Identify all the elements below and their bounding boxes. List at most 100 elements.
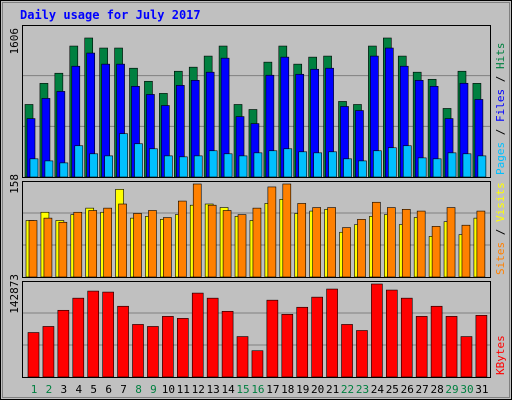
x-tick-label: 4 bbox=[75, 383, 82, 396]
bar bbox=[388, 147, 397, 178]
x-tick-label: 30 bbox=[460, 383, 473, 396]
bar bbox=[74, 145, 84, 178]
bar bbox=[432, 158, 442, 178]
bar bbox=[28, 220, 38, 278]
x-tick-label: 26 bbox=[401, 383, 414, 396]
x-tick-label: 3 bbox=[61, 383, 68, 396]
x-tick-label: 28 bbox=[430, 383, 443, 396]
y-tick-label: 158 bbox=[8, 174, 21, 194]
bar bbox=[475, 315, 488, 378]
legend-separator: / bbox=[494, 69, 507, 89]
x-tick-label: 17 bbox=[266, 383, 279, 396]
legend-separator: / bbox=[494, 222, 507, 242]
bar bbox=[267, 186, 277, 278]
bar bbox=[148, 210, 157, 278]
chart-title: Daily usage for July 2017 bbox=[20, 8, 201, 22]
bar bbox=[296, 306, 309, 378]
x-tick-label: 21 bbox=[326, 383, 339, 396]
x-tick-label: 27 bbox=[416, 383, 429, 396]
x-tick-label: 9 bbox=[150, 383, 157, 396]
bar bbox=[102, 291, 114, 378]
bar bbox=[191, 292, 204, 378]
bar bbox=[132, 324, 144, 378]
x-tick-label: 23 bbox=[356, 383, 369, 396]
bar bbox=[266, 299, 279, 378]
bar bbox=[327, 207, 336, 278]
bar bbox=[58, 221, 68, 278]
bar bbox=[43, 217, 53, 278]
x-tick-label: 8 bbox=[135, 383, 142, 396]
bar bbox=[372, 201, 381, 278]
bar bbox=[89, 153, 99, 178]
bar bbox=[87, 290, 100, 378]
bar bbox=[312, 207, 321, 278]
x-tick-label: 2 bbox=[46, 383, 53, 396]
bar bbox=[298, 151, 308, 178]
legend-entry: Pages bbox=[494, 142, 507, 175]
bar bbox=[297, 203, 307, 278]
legend-entry: KBytes bbox=[494, 335, 507, 375]
bar bbox=[149, 148, 158, 178]
bar bbox=[238, 155, 248, 178]
bar bbox=[222, 210, 232, 278]
bar bbox=[358, 160, 367, 178]
bar bbox=[402, 145, 412, 178]
legend: Sites / Visits bbox=[494, 182, 507, 275]
bar bbox=[57, 309, 70, 378]
bar bbox=[343, 158, 352, 178]
bar bbox=[162, 316, 174, 378]
x-tick-label: 18 bbox=[281, 383, 294, 396]
bar bbox=[88, 210, 98, 278]
bar bbox=[119, 133, 128, 178]
bar bbox=[401, 209, 411, 278]
bar bbox=[236, 336, 249, 378]
bar bbox=[416, 210, 426, 278]
bar bbox=[118, 203, 127, 278]
x-tick-label: 24 bbox=[371, 383, 385, 396]
bar bbox=[104, 155, 113, 178]
bar bbox=[268, 150, 278, 178]
bar bbox=[179, 156, 188, 178]
x-tick-label: 6 bbox=[105, 383, 112, 396]
bar bbox=[417, 157, 427, 178]
x-tick-label: 7 bbox=[120, 383, 127, 396]
bar bbox=[193, 155, 203, 178]
bar bbox=[44, 160, 54, 178]
legend-entry: Hits bbox=[494, 43, 507, 70]
bar bbox=[415, 316, 428, 378]
bar bbox=[446, 207, 456, 278]
x-tick-label: 20 bbox=[311, 383, 324, 396]
bar bbox=[342, 227, 351, 278]
bar bbox=[252, 207, 262, 278]
bar bbox=[103, 207, 112, 278]
bar bbox=[341, 324, 353, 378]
bar bbox=[311, 296, 323, 378]
bar bbox=[163, 217, 172, 278]
bar bbox=[147, 326, 159, 378]
x-tick-label: 22 bbox=[341, 383, 354, 396]
bar bbox=[73, 211, 83, 278]
bar bbox=[59, 162, 69, 178]
x-tick-label: 29 bbox=[445, 383, 458, 396]
bar bbox=[431, 226, 441, 278]
bar bbox=[253, 152, 263, 178]
bar bbox=[208, 150, 218, 178]
bar bbox=[326, 288, 338, 378]
bar bbox=[281, 314, 294, 378]
bar bbox=[42, 326, 55, 378]
x-tick-label: 16 bbox=[251, 383, 264, 396]
x-tick-label: 25 bbox=[386, 383, 399, 396]
y-tick-label: 1606 bbox=[8, 28, 21, 55]
bar bbox=[356, 330, 368, 378]
bar bbox=[283, 148, 293, 178]
x-tick-label: 31 bbox=[475, 383, 488, 396]
bar bbox=[251, 350, 264, 378]
legend: Pages / Files / Hits bbox=[494, 43, 507, 176]
bar bbox=[400, 297, 413, 378]
x-tick-label: 11 bbox=[177, 383, 190, 396]
bar bbox=[462, 153, 472, 178]
bar bbox=[29, 158, 39, 178]
bar bbox=[178, 200, 187, 278]
bar bbox=[134, 143, 143, 178]
